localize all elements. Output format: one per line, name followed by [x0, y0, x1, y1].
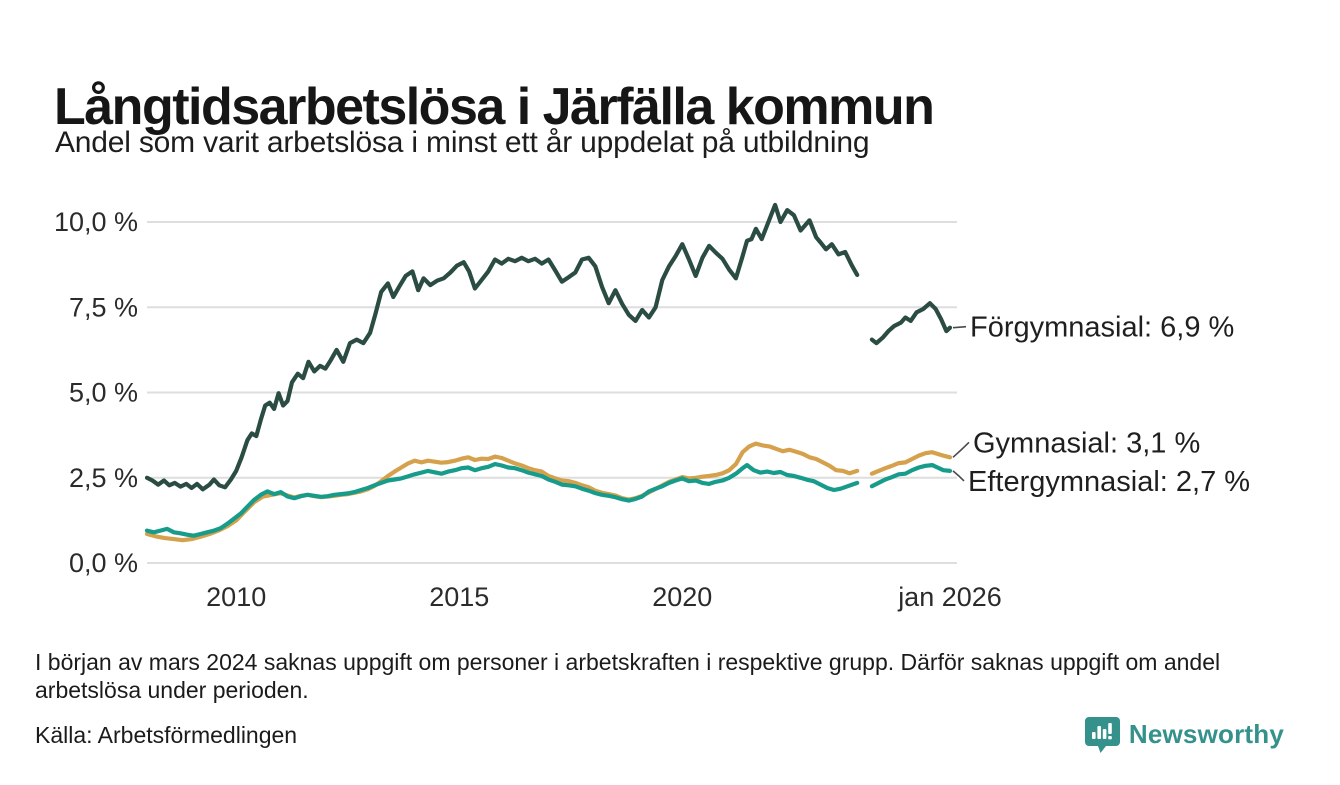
newsworthy-bar-chart-bubble-icon — [1084, 716, 1120, 753]
series-end-label-forgymnasial: Förgymnasial: 6,9 % — [970, 312, 1234, 344]
chart-footnote: I början av mars 2024 saknas uppgift om … — [35, 649, 1221, 703]
x-tick-label: 2020 — [652, 582, 712, 612]
series-eftergymnasial — [144, 462, 953, 538]
series-line-eftergymnasial — [144, 462, 860, 538]
y-tick-label: 0,0 % — [69, 548, 138, 578]
page-title: Långtidsarbetslösa i Järfälla kommun — [54, 77, 935, 136]
label-connector-gymnasial — [952, 441, 970, 458]
x-tick-label: 2010 — [206, 582, 266, 612]
label-connector-forgymnasial — [952, 325, 967, 329]
series-forgymnasial — [144, 202, 953, 492]
page-subtitle: Andel som varit arbetslösa i minst ett å… — [55, 126, 870, 159]
series-end-label-gymnasial: Gymnasial: 3,1 % — [973, 427, 1200, 459]
y-tick-label: 10,0 % — [54, 207, 138, 237]
label-connector-eftergymnasial — [952, 470, 965, 482]
series-line-eftergymnasial — [869, 463, 953, 489]
series-line-gymnasial — [869, 450, 953, 476]
series-line-gymnasial — [144, 441, 860, 543]
newsworthy-wordmark: Newsworthy — [1128, 719, 1284, 749]
y-axis-tick-labels: 0,0 % 2,5 % 5,0 % 7,5 % 10,0 % — [54, 207, 138, 578]
x-axis-tick-labels: 2010 2015 2020 jan 2026 — [206, 582, 1002, 612]
series-end-label-eftergymnasial: Eftergymnasial: 2,7 % — [968, 466, 1250, 498]
series-line-forgymnasial — [144, 202, 860, 492]
x-tick-label: jan 2026 — [897, 582, 1002, 612]
y-tick-label: 2,5 % — [69, 463, 138, 493]
x-tick-label: 2015 — [429, 582, 489, 612]
series-line-forgymnasial — [869, 301, 953, 346]
y-tick-label: 7,5 % — [69, 292, 138, 322]
gridlines — [147, 221, 957, 564]
source-credit: Källa: Arbetsförmedlingen — [35, 722, 298, 748]
newsworthy-logo: Newsworthy — [1084, 716, 1284, 753]
y-tick-label: 5,0 % — [69, 378, 138, 408]
